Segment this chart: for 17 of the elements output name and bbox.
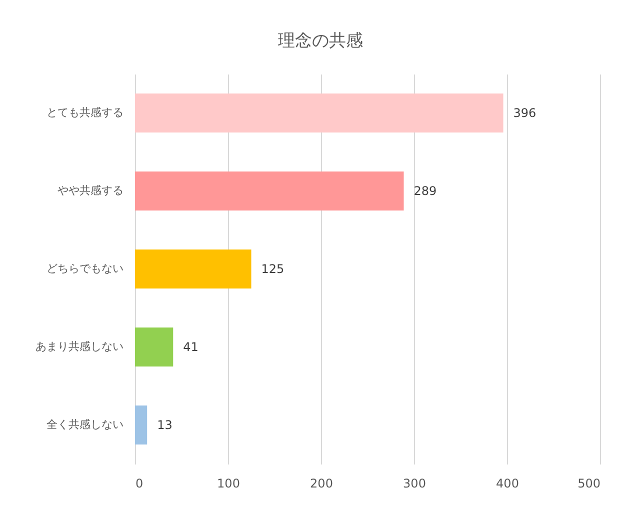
x-tick-label: 0 <box>136 476 144 490</box>
chart-title: 理念の共感 <box>278 31 363 51</box>
y-tick-label: とても共感する <box>46 106 124 119</box>
x-tick-label: 300 <box>403 476 426 490</box>
data-label: 396 <box>513 106 536 120</box>
x-tick-label: 500 <box>578 476 600 490</box>
data-label: 41 <box>183 340 198 354</box>
data-label: 125 <box>261 262 284 276</box>
y-tick-label: 全く共感しない <box>46 418 124 431</box>
data-label: 13 <box>157 418 172 432</box>
y-tick-label: あまり共感しない <box>36 340 124 353</box>
x-tick-label: 100 <box>217 476 240 490</box>
x-tick-label: 400 <box>496 476 519 490</box>
y-tick-label: やや共感する <box>58 184 124 197</box>
y-tick-label: どちらでもない <box>46 262 124 275</box>
data-label: 289 <box>414 184 437 198</box>
x-tick-label: 200 <box>310 476 333 490</box>
